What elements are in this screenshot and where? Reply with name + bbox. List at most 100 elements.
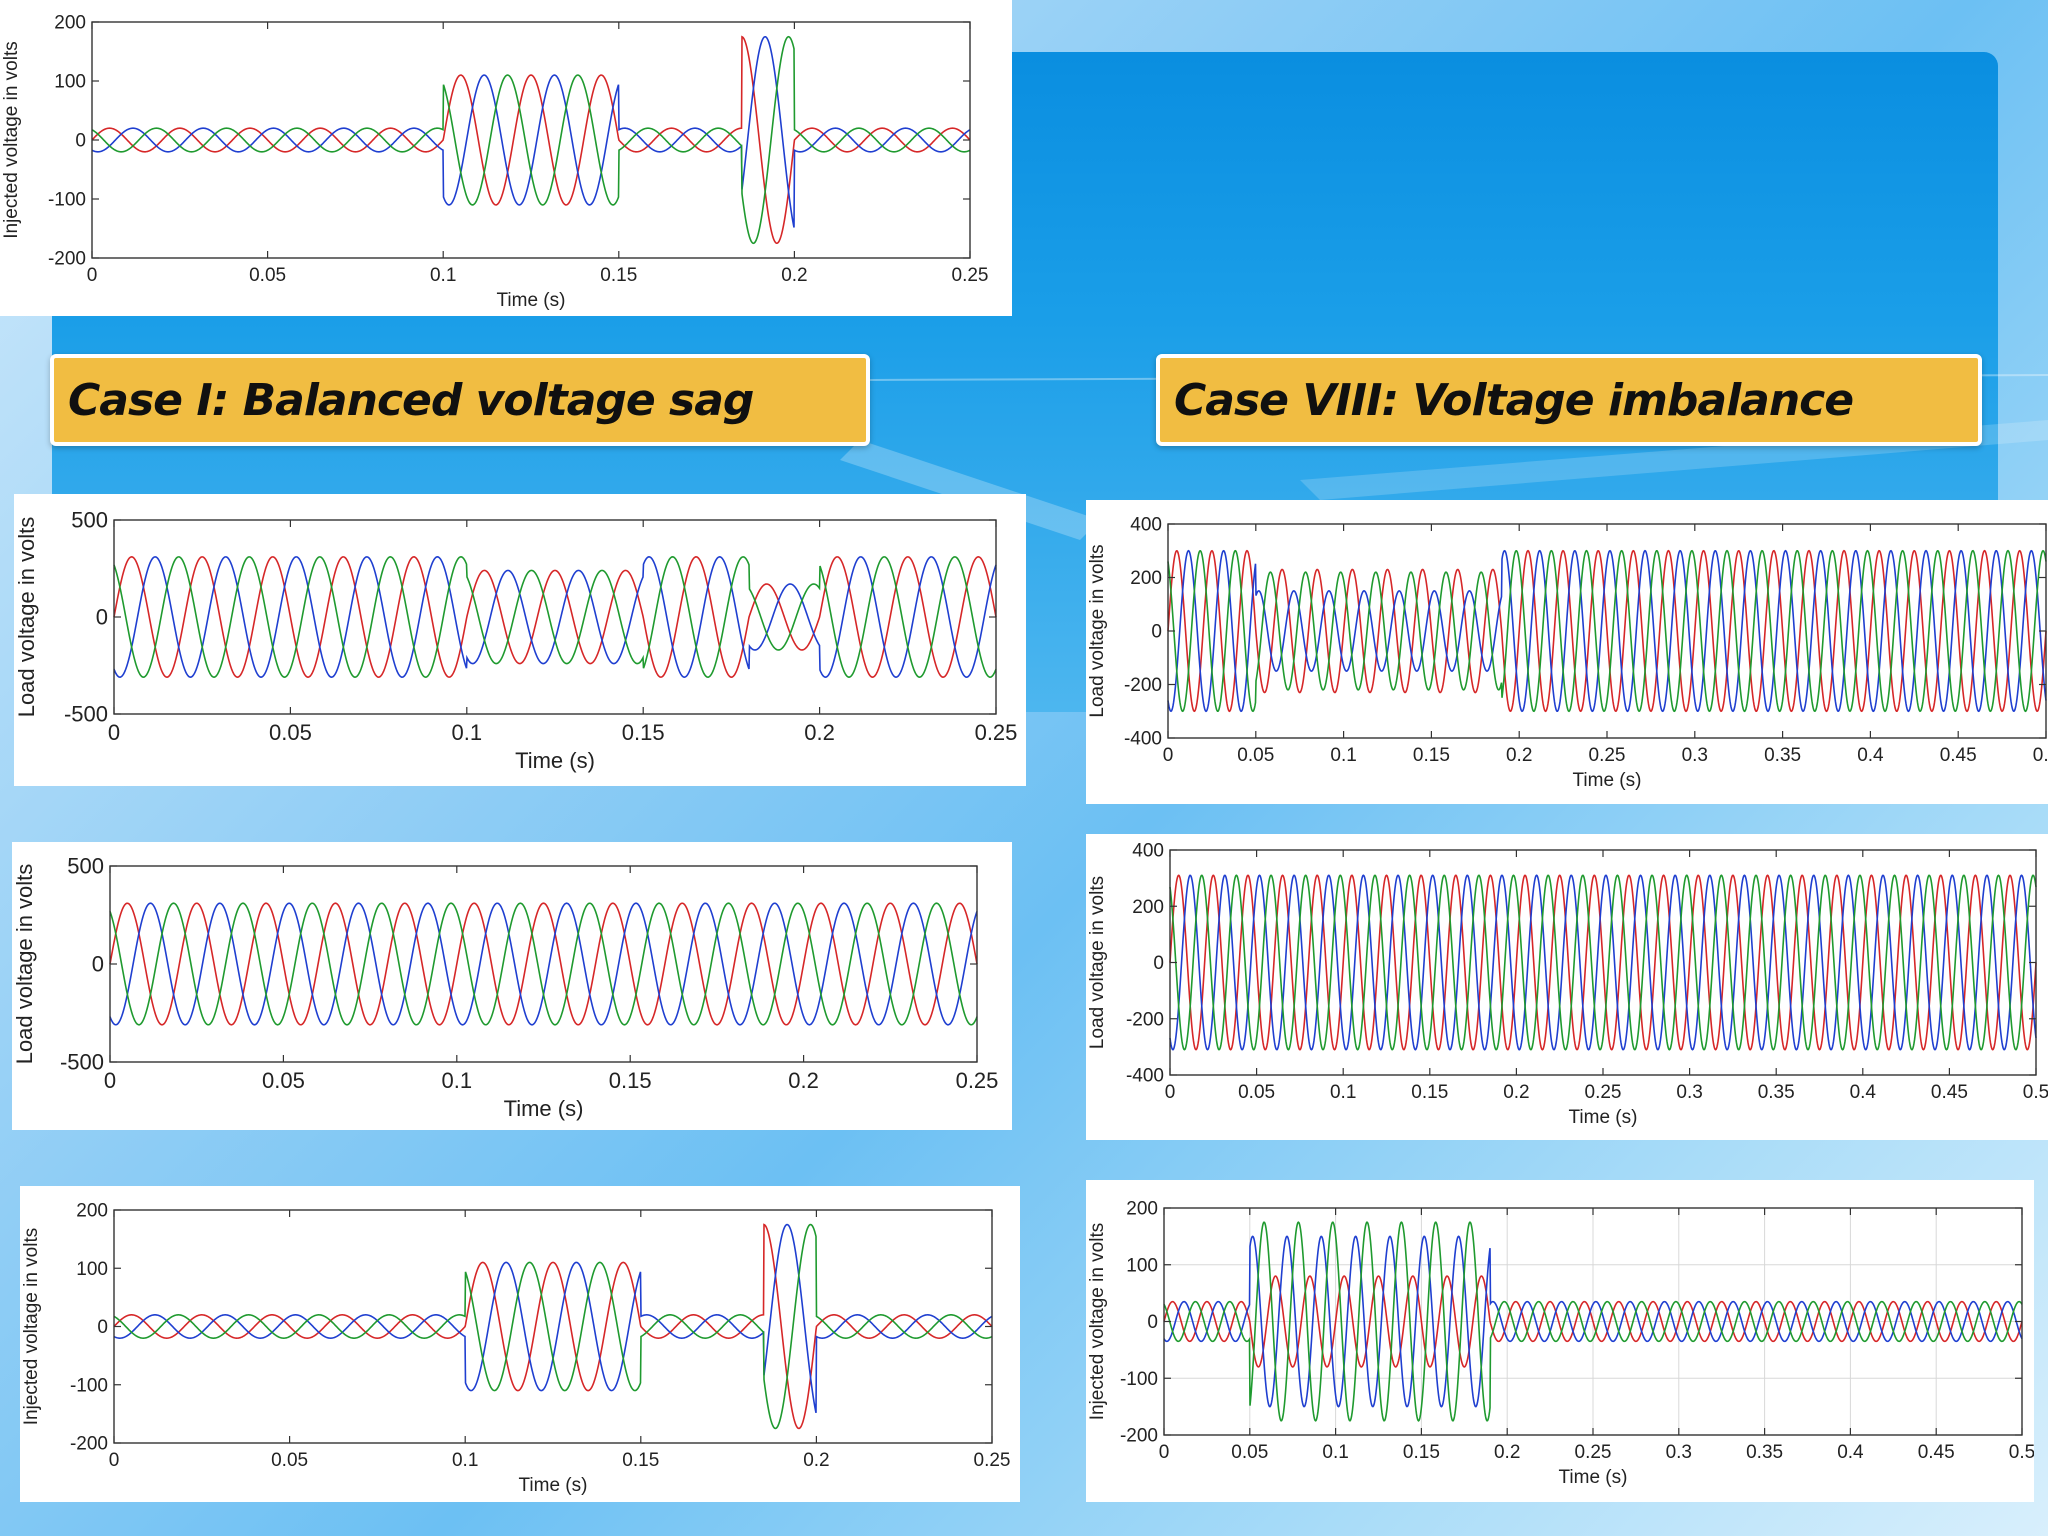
case-8-banner: Case VIII: Voltage imbalance [1156,354,1982,446]
series-line-phase-1 [113,1223,993,1430]
x-tick-label: 0 [109,1450,120,1471]
y-tick-label: 200 [1126,1199,1158,1220]
case-8-title: Case VIII: Voltage imbalance [1174,374,1854,426]
y-tick-label: 100 [1126,1255,1158,1276]
x-tick-label: 0.45 [1918,1442,1955,1463]
x-tick-label: 0.05 [1237,745,1274,766]
x-tick-label: 0.4 [1850,1082,1877,1103]
x-tick-label: 0.35 [1746,1442,1783,1463]
x-tick-label: 0 [87,265,98,286]
x-axis-label: Time (s) [519,1475,588,1496]
x-tick-label: 0.1 [452,1450,478,1471]
chart-case8-injected: 0 0.05 0.1 0.15 0.2 0.25 0.3 0.35 0.4 0.45 0.5 -200… [1086,1180,2034,1502]
series-line-phase-2 [1167,549,2047,713]
series-line-phase-3 [1163,1221,2023,1422]
x-tick-label: 0.5 [2023,1082,2048,1103]
y-axis-label: Load voltage in volts [14,517,39,718]
y-tick-label: 0 [1153,953,1164,974]
series-line-phase-3 [113,1223,993,1430]
x-tick-label: 0.1 [430,265,456,286]
y-tick-label: 200 [1132,897,1164,918]
case-1-banner: Case I: Balanced voltage sag [50,354,870,446]
x-tick-label: 0.35 [1764,745,1801,766]
x-axis-label: Time (s) [1573,770,1642,791]
y-tick-label: 200 [1130,568,1162,589]
y-tick-label: 0 [96,605,108,630]
series-line-phase-2 [1169,874,2037,1051]
x-tick-label: 0.3 [1682,745,1708,766]
y-tick-label: -400 [1124,729,1162,750]
x-tick-label: 0.1 [442,1068,473,1093]
y-tick-label: 400 [1130,515,1162,536]
x-tick-label: 0.05 [1231,1442,1268,1463]
y-tick-label: -200 [1120,1426,1158,1447]
x-tick-label: 0.05 [262,1068,305,1093]
y-tick-label: 100 [54,72,86,93]
y-tick-label: -500 [60,1050,104,1075]
x-tick-label: 0.2 [781,265,807,286]
y-tick-label: -200 [1126,1009,1164,1030]
x-tick-label: 0.05 [1238,1082,1275,1103]
series-line-phase-1 [113,556,997,678]
series-line-phase-3 [1169,874,2037,1051]
x-tick-label: 0.4 [1857,745,1884,766]
y-tick-label: 200 [54,13,86,34]
series-line-phase-3 [91,35,971,245]
plot-frame [113,1209,993,1444]
x-tick-label: 0.25 [1575,1442,1612,1463]
chart-case1-load-2: 0 0.05 0.1 0.15 0.2 0.25 -500 0 500 Time (s) Load … [12,842,1012,1130]
plot-frame [109,865,978,1063]
x-tick-label: 0.45 [1931,1082,1968,1103]
x-tick-label: 0.25 [975,720,1018,745]
x-tick-label: 0.15 [1411,1082,1448,1103]
x-tick-label: 0.25 [956,1068,999,1093]
series-line-phase-3 [1167,549,2047,713]
x-tick-label: 0 [1159,1442,1170,1463]
x-tick-label: 0.2 [1506,745,1532,766]
y-axis-label: Load voltage in volts [12,864,37,1065]
x-tick-label: 0.45 [1940,745,1977,766]
series-line-phase-1 [1163,1275,2023,1368]
y-tick-label: -200 [1124,675,1162,696]
x-tick-label: 0.15 [1413,745,1450,766]
x-tick-label: 0.35 [1758,1082,1795,1103]
series-line-phase-3 [113,556,997,678]
chart-case1-load-1: 0 0.05 0.1 0.15 0.2 0.25 -500 0 500 Time (s) Load … [14,494,1026,786]
y-tick-label: 200 [76,1201,108,1222]
x-tick-label: 0.2 [1494,1442,1520,1463]
plot-frame [113,519,997,715]
x-tick-label: 0.2 [804,720,835,745]
y-tick-label: -100 [70,1375,108,1396]
y-tick-label: 100 [76,1259,108,1280]
series-line-phase-2 [91,35,971,228]
x-tick-label: 0.1 [452,720,483,745]
chart-top-injected: 0 0.05 0.1 0.15 0.2 0.25 -200 -100 0 100 200 Time (… [0,0,1012,316]
y-axis-label: Injected voltage in volts [21,1228,42,1426]
x-tick-label: 0.15 [1403,1442,1440,1463]
y-tick-label: 0 [92,952,104,977]
x-tick-label: 0.05 [249,265,286,286]
plot-frame [91,21,971,259]
series-line-phase-2 [113,1223,993,1414]
case-1-title: Case I: Balanced voltage sag [68,374,754,426]
series-line-phase-1 [1169,874,2037,1051]
x-tick-label: 0 [1163,745,1174,766]
chart-case1-injected: 0 0.05 0.1 0.15 0.2 0.25 -200 -100 0 100 200 Time (… [20,1186,1020,1502]
series-line-phase-3 [109,902,978,1026]
y-tick-label: 0 [1151,622,1162,643]
x-axis-label: Time (s) [497,290,566,311]
y-tick-label: -100 [48,190,86,211]
y-tick-label: -100 [1120,1369,1158,1390]
x-tick-label: 0.3 [1676,1082,1702,1103]
series-line-phase-1 [109,902,978,1026]
series-line-phase-1 [1167,549,2047,713]
x-tick-label: 0.1 [1322,1442,1348,1463]
x-tick-label: 0.15 [622,720,665,745]
y-axis-label: Load voltage in volts [1087,876,1108,1049]
x-tick-label: 0.05 [269,720,312,745]
y-tick-label: -200 [70,1434,108,1455]
x-tick-label: 0.25 [974,1450,1011,1471]
x-tick-label: 0.15 [600,265,637,286]
x-tick-label: 0.5 [2009,1442,2034,1463]
y-tick-label: 500 [67,854,104,879]
